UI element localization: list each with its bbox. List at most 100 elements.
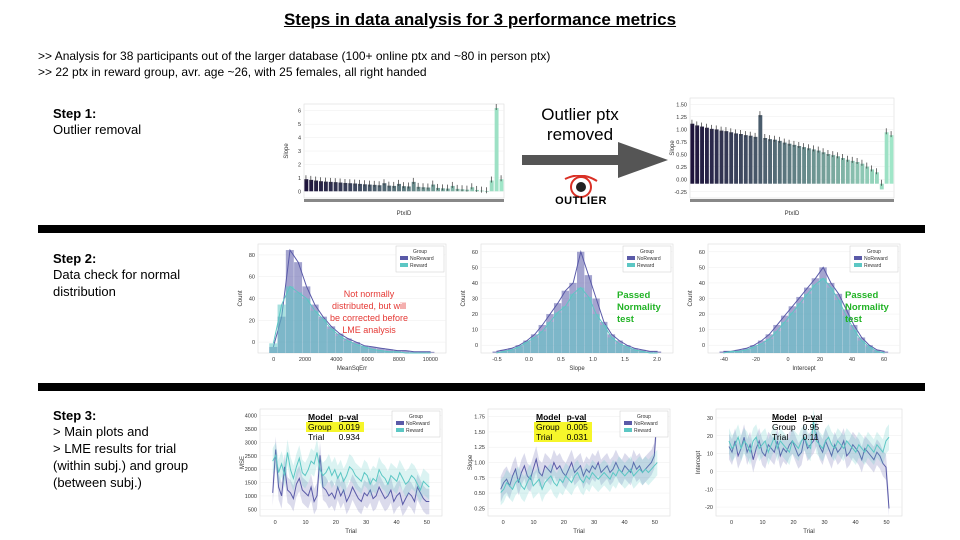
y-tick-label: 3500 [245,427,257,433]
hist-bar [653,351,662,353]
x-axis-label: Trial [573,529,584,535]
data-bar [792,144,797,184]
step2-heading: Step 2: [53,251,97,266]
legend-title: Group [413,249,427,255]
x-tick-label: -40 [720,357,728,363]
hist-bar [352,344,360,353]
y-tick-label: 20 [699,312,705,318]
y-tick-label: 1.00 [676,127,687,133]
x-tick-labels-band [690,199,894,202]
legend-swatch [854,263,862,267]
intercept-trial-chart: -20 -10 0 10 20 30 0 10 20 30 40 50 Trial Intercept [686,405,908,538]
y-tick-label: 40 [472,281,478,287]
kde-line [272,285,431,354]
data-bar [431,184,436,192]
y-tick-label: 30 [472,297,478,303]
table-cell-pval: 0.005 [564,422,592,432]
plot-area [689,97,895,199]
y-tick-label: 1000 [245,494,257,500]
series-line [500,462,658,493]
data-bar [416,186,421,192]
hist-bar [294,292,303,353]
hist-bar [500,351,508,353]
slope-histogram: 0 10 20 30 40 50 60 -0.5 0.0 0.5 1.0 1.5 2.0 Slope Cou… [457,240,679,375]
data-bar [845,159,850,184]
y-tick-label: 1500 [245,481,257,487]
y-tick-label: -0.25 [674,190,687,196]
x-tick-label: 0 [730,520,733,526]
y-tick-label: 0.25 [676,165,687,171]
data-bar [777,140,782,184]
right-arrow-icon [522,142,668,178]
legend-label: NoReward [634,421,658,427]
y-tick-label: 500 [248,507,257,513]
data-bar [397,183,401,192]
y-tick-label: 60 [699,250,705,256]
hist-bar [418,351,427,353]
y-tick-label: 40 [249,297,255,303]
x-tick-label: 8000 [393,357,405,363]
data-bar [772,139,777,184]
data-bar [714,129,719,184]
table-cell-pval: 0.95 [802,422,820,432]
hist-bar [584,296,593,353]
y-axis-label: Intercept [696,451,702,475]
x-axis-label: Slope [569,366,585,372]
x-tick-label: 2000 [299,357,311,363]
data-bar [401,186,406,192]
page-title: Steps in data analysis for 3 performance… [283,10,677,29]
y-tick-label: -10 [705,487,713,493]
hist-bar [727,351,735,353]
y-tick-label: 0 [710,469,713,475]
table-header-pval: p-val [338,412,359,422]
data-bar [753,136,758,184]
table-cell-pval: 0.031 [564,432,592,442]
y-tick-label: 80 [249,253,255,259]
series-line [272,452,430,492]
y-tick-label: 3000 [245,440,257,446]
intro-line-2: >> 22 ptx in reward group, avr. age ~26,… [38,65,427,79]
legend-title: Group [640,249,654,255]
x-tick-label: 40 [621,520,627,526]
hist-bar [773,331,781,353]
step3-line-4: (between subj.) [53,475,142,490]
x-tick-label: 40 [393,520,399,526]
data-bar [499,179,504,192]
data-bar [758,115,763,184]
hist-bar [600,324,608,353]
hist-bar [302,298,311,353]
x-tick-label: 2.0 [653,357,661,363]
y-tick-label: 0 [252,340,255,346]
data-bar [850,160,855,184]
legend-swatch [624,428,632,432]
y-axis-label: Slope [468,454,474,470]
hist-bar [492,351,500,353]
table-header-model: Model [772,412,797,422]
y-tick-label: 20 [472,312,478,318]
data-bar [700,126,704,184]
y-tick-label: 0.50 [474,491,485,497]
data-bar [840,158,845,184]
lme-table-slope: Model p-val Group 0.005 Trial 0.031 [534,412,592,442]
y-tick-label: 2000 [245,467,257,473]
outlier-logo: OUTLIER [551,174,611,209]
x-tick-label: 20 [790,520,796,526]
data-bar [480,190,484,192]
data-bar [802,147,806,184]
kde-line [496,286,658,354]
data-bar [367,184,372,192]
y-tick-label: 60 [249,275,255,281]
y-axis-label: Count [461,290,467,306]
data-bar [831,155,836,184]
data-bar [768,139,772,184]
step1-label: Step 1: Outlier removal [53,106,141,138]
data-bar [392,185,397,192]
x-tick-label: 30 [363,520,369,526]
intro-line-1: >> Analysis for 38 participants out of t… [38,49,551,63]
hist-bar [523,342,531,353]
data-bar [748,135,753,184]
data-bar [870,169,874,184]
x-tick-label: 10 [759,520,765,526]
data-bar [690,123,695,184]
data-bar [738,134,743,184]
